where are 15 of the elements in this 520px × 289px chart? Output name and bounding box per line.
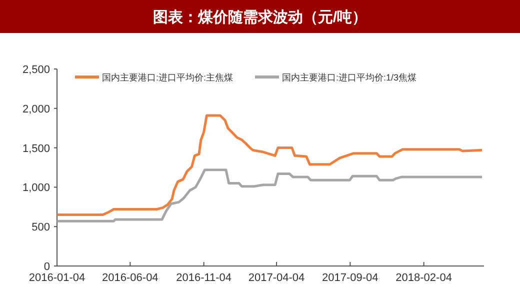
x-tick-label: 2017-04-04 xyxy=(248,272,305,284)
x-tick-label: 2016-11-04 xyxy=(176,272,232,284)
y-tick-label: 0 xyxy=(44,261,50,273)
y-tick-label: 2,500 xyxy=(22,64,50,76)
legend-label: 国内主要港口:进口平均价:1/3焦煤 xyxy=(282,72,417,82)
y-tick-label: 2,000 xyxy=(22,103,50,116)
chart-title: 图表：煤价随需求波动（元/吨） xyxy=(152,9,368,26)
x-tick-label: 2018-02-04 xyxy=(396,272,452,284)
y-tick-label: 500 xyxy=(32,222,50,234)
x-tick-label: 2016-01-04 xyxy=(28,272,86,284)
x-tick-label: 2016-06-04 xyxy=(102,272,158,284)
legend-label: 国内主要港口:进口平均价:主焦煤 xyxy=(102,72,234,82)
x-tick-label: 2017-09-04 xyxy=(322,272,378,284)
y-tick-label: 1,000 xyxy=(22,182,50,194)
y-tick-label: 1,500 xyxy=(22,142,50,155)
